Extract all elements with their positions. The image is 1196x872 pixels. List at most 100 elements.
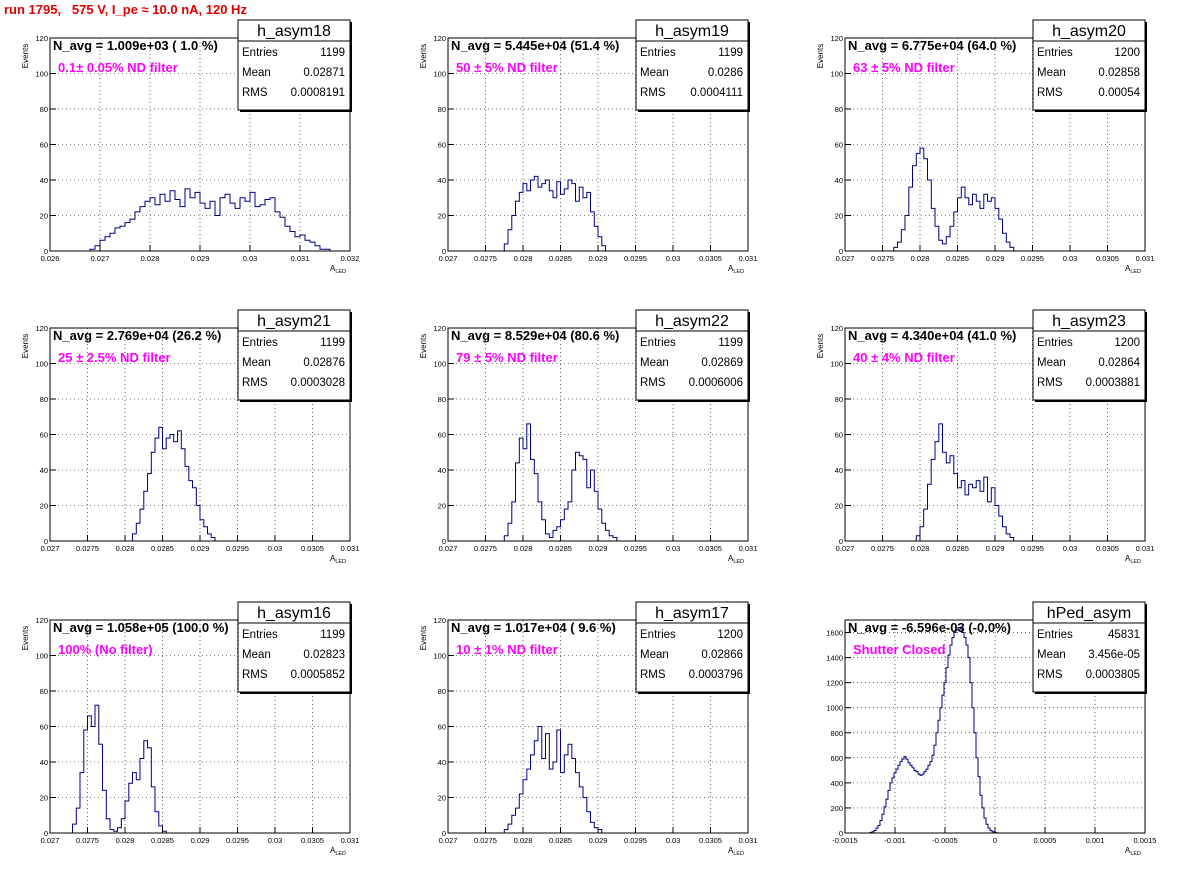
x-axis-label: ALED [728, 846, 744, 857]
x-tick-label: 0.0285 [549, 836, 572, 845]
x-tick-label: 0.0275 [474, 254, 497, 263]
filter-label: 63 ± 5% ND filter [853, 60, 955, 75]
histogram-series [869, 627, 999, 834]
y-tick-label: 600 [830, 754, 843, 763]
histogram-name: h_asym22 [655, 313, 729, 330]
x-tick-label: 0.031 [341, 836, 360, 845]
y-axis-label: Events [419, 44, 428, 68]
stats-key: RMS [640, 87, 666, 99]
stats-value: 0.0003028 [291, 377, 345, 389]
x-axis-label: ALED [330, 264, 346, 275]
y-tick-label: 80 [40, 687, 48, 696]
stats-key: Entries [640, 629, 676, 641]
stats-value: 0.02876 [303, 357, 345, 369]
y-tick-label: 60 [40, 723, 48, 732]
histogram-panel: 0.027 0.0275 0.028 0.0285 0.029 0.0295 0.03 0.0… [21, 309, 359, 565]
y-tick-label: 100 [433, 360, 446, 369]
x-tick-label: 0.027 [836, 544, 855, 553]
stats-value: 1199 [718, 47, 743, 59]
histogram-panel: 0.027 0.0275 0.028 0.0285 0.029 0.0295 0.03 0.0… [419, 309, 757, 565]
x-tick-label: 0.0305 [301, 836, 324, 845]
y-tick-label: 80 [438, 105, 446, 114]
y-tick-label: 100 [830, 70, 843, 79]
x-tick-label: 0.0305 [1096, 254, 1119, 263]
stats-box [237, 19, 351, 111]
y-tick-label: 60 [40, 431, 48, 440]
y-tick-label: 40 [40, 466, 48, 475]
y-tick-label: 40 [438, 758, 446, 767]
y-tick-label: 60 [40, 141, 48, 150]
stats-key: Mean [1037, 649, 1066, 661]
x-tick-label: 0.03 [243, 254, 258, 263]
y-tick-label: 0 [442, 247, 446, 256]
stats-value: 0.0006006 [689, 377, 743, 389]
y-tick-label: 0 [442, 829, 446, 838]
histogram-name: h_asym21 [257, 313, 331, 330]
y-tick-label: 40 [835, 466, 843, 475]
y-tick-label: 80 [40, 105, 48, 114]
stats-key: RMS [640, 377, 666, 389]
y-tick-label: 40 [40, 758, 48, 767]
histogram-series [893, 147, 1015, 251]
x-tick-label: 0.029 [589, 544, 608, 553]
x-tick-label: 0.0305 [699, 254, 722, 263]
x-tick-label: 0.029 [986, 254, 1005, 263]
y-tick-label: 60 [438, 141, 446, 150]
histogram-panel: 0.026 0.027 0.028 0.029 0.03 0.031 0.032 0 20 40 6… [21, 19, 359, 275]
x-tick-label: 0.0305 [1096, 544, 1119, 553]
stats-box [1032, 601, 1146, 693]
x-tick-label: 0.0295 [624, 544, 647, 553]
x-tick-label: 0.027 [41, 836, 60, 845]
stats-key: Entries [1037, 47, 1073, 59]
x-tick-label: 0.0295 [1021, 544, 1044, 553]
x-tick-label: 0.028 [911, 544, 930, 553]
stats-key: RMS [1037, 377, 1063, 389]
y-tick-label: 120 [830, 324, 843, 333]
x-tick-label: 0.027 [439, 544, 458, 553]
stats-key: Entries [640, 337, 676, 349]
stats-value: 0.0003805 [1086, 669, 1140, 681]
y-tick-label: 100 [433, 652, 446, 661]
x-tick-label: 0.0285 [549, 254, 572, 263]
y-tick-label: 60 [438, 723, 446, 732]
histogram-panel: 0.027 0.0275 0.028 0.0285 0.029 0.0295 0.03 0.0… [816, 309, 1154, 565]
x-tick-label: 0.028 [116, 544, 135, 553]
y-tick-label: 100 [35, 70, 48, 79]
x-tick-label: 0.0295 [226, 836, 249, 845]
y-tick-label: 20 [835, 502, 843, 511]
y-tick-label: 20 [438, 212, 446, 221]
y-tick-label: 1200 [826, 679, 843, 688]
filter-label: Shutter Closed [853, 642, 946, 657]
stats-value: 1199 [320, 337, 345, 349]
stats-box [635, 601, 749, 693]
y-tick-label: 40 [438, 466, 446, 475]
histogram-name: h_asym20 [1052, 23, 1126, 40]
stats-key: Mean [1037, 67, 1066, 79]
navg-label: N_avg = 1.009e+03 ( 1.0 %) [53, 38, 218, 53]
histogram-panel: -0.0015 -0.001 -0.0005 0 0.0005 0.001 0.0015 0 2… [826, 601, 1156, 857]
stats-value: 0.02866 [701, 649, 743, 661]
x-tick-label: -0.001 [884, 836, 905, 845]
stats-value: 1199 [320, 629, 345, 641]
y-axis-label: Events [21, 626, 30, 650]
stats-value: 0.00054 [1098, 87, 1140, 99]
stats-key: Mean [640, 357, 669, 369]
x-axis-label: ALED [1125, 554, 1141, 565]
y-tick-label: 20 [40, 502, 48, 511]
x-axis-label: ALED [1125, 846, 1141, 857]
filter-label: 40 ± 4% ND filter [853, 350, 955, 365]
y-axis-label: Events [419, 334, 428, 358]
histogram-series [503, 726, 603, 833]
navg-label: N_avg = 1.058e+05 (100.0 %) [53, 620, 229, 635]
x-tick-label: 0.029 [986, 544, 1005, 553]
x-tick-label: 0.0005 [1034, 836, 1057, 845]
y-axis-label: Events [21, 334, 30, 358]
stats-key: Entries [1037, 337, 1073, 349]
y-tick-label: 20 [835, 212, 843, 221]
navg-label: N_avg = -6.596e-03 (-0.0%) [848, 620, 1011, 635]
x-tick-label: 0.0305 [301, 544, 324, 553]
y-tick-label: 120 [35, 324, 48, 333]
y-tick-label: 800 [830, 729, 843, 738]
y-tick-label: 80 [40, 395, 48, 404]
navg-label: N_avg = 1.017e+04 ( 9.6 %) [451, 620, 616, 635]
